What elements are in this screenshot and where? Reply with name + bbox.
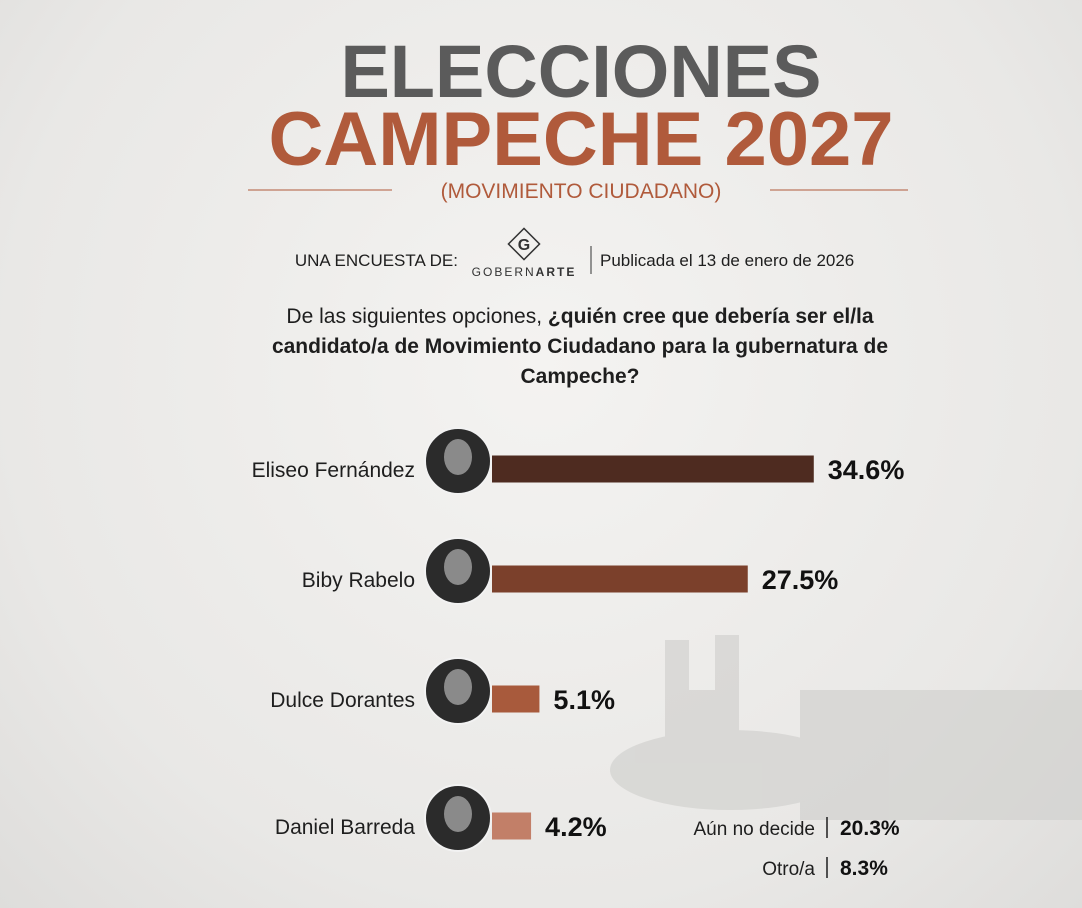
other-value: 8.3% — [840, 857, 888, 880]
value-label: 5.1% — [553, 685, 615, 715]
logo-text: GOBERNARTE — [472, 265, 577, 279]
other-value: 20.3% — [840, 817, 900, 840]
logo-diamond — [507, 227, 541, 261]
category-label: Biby Rabelo — [302, 569, 415, 592]
title-line2: CAMPECHE 2027 — [268, 97, 893, 182]
bar — [492, 455, 814, 483]
question-intro: De las siguientes opciones, — [286, 305, 548, 328]
other-label: Otro/a — [762, 859, 815, 880]
other-label: Aún no decide — [694, 819, 816, 840]
category-label: Eliseo Fernández — [252, 459, 415, 482]
bar — [492, 812, 532, 840]
category-label: Dulce Dorantes — [270, 689, 415, 712]
logo-text-part: ARTE — [536, 265, 577, 279]
subtitle: (MOVIMIENTO CIUDADANO) — [441, 180, 722, 203]
question-emphasis: ¿quién cree que debería ser el/la candid… — [271, 305, 889, 388]
photo-face — [444, 549, 472, 585]
published: Publicada el 13 de enero de 2026 — [600, 251, 854, 270]
photo-face — [444, 669, 472, 705]
value-label: 27.5% — [762, 565, 839, 595]
city-silhouette — [610, 635, 1082, 820]
value-label: 34.6% — [828, 455, 905, 485]
logo-text-part: GOBERN — [472, 265, 536, 279]
bar — [492, 565, 748, 593]
photo-face — [444, 796, 472, 832]
bar — [492, 685, 540, 713]
category-label: Daniel Barreda — [275, 816, 415, 839]
question: De las siguientes opciones, ¿quién cree … — [270, 302, 890, 392]
title-line1: ELECCIONES — [340, 30, 821, 113]
value-label: 4.2% — [545, 812, 607, 842]
logo-letter: G — [518, 237, 530, 254]
photo-face — [444, 439, 472, 475]
survey-by: UNA ENCUESTA DE: — [295, 251, 458, 270]
